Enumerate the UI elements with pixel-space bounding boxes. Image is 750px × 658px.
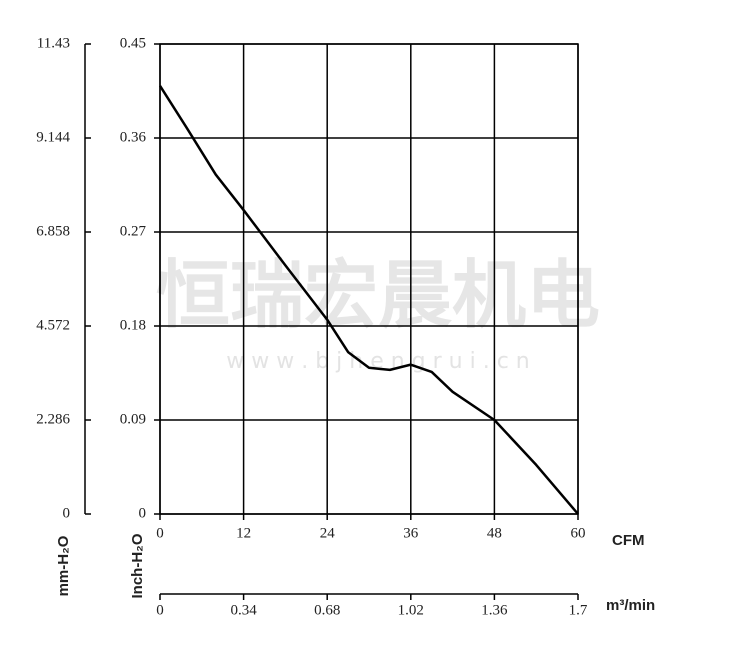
x2-tick-label: 1.02 (398, 602, 424, 618)
y-tick-label: 0.18 (120, 317, 146, 333)
x2-tick-label: 1.36 (481, 602, 508, 618)
y2-axis-title: mm-H₂O (55, 535, 72, 596)
y-tick-label: 0.36 (120, 129, 147, 145)
x-tick-label: 24 (320, 525, 336, 541)
watermark-url: w w w . b j h e n g r u i . c n (226, 349, 529, 374)
y-tick-label: 0.27 (120, 223, 147, 239)
x-tick-label: 36 (403, 525, 419, 541)
y2-tick-label: 6.858 (36, 223, 70, 239)
y-tick-label: 0.09 (120, 411, 146, 427)
x2-tick-label: 0 (156, 602, 164, 618)
y-tick-label: 0.45 (120, 35, 146, 51)
x-tick-label: 12 (236, 525, 251, 541)
y2-tick-label: 9.144 (36, 129, 70, 145)
curve (158, 85, 579, 515)
x2-tick-label: 0.68 (314, 602, 340, 618)
y2-tick-label: 11.43 (37, 35, 70, 51)
y2-tick-label: 2.286 (36, 411, 70, 427)
x2-tick-label: 1.7 (569, 602, 588, 618)
x-tick-label: 48 (487, 525, 502, 541)
y-axis-title: Inch-H₂O (129, 533, 146, 598)
x-tick-label: 60 (571, 525, 586, 541)
x-tick-label: 0 (156, 525, 164, 541)
y2-tick-label: 0 (63, 505, 71, 521)
x2-axis-title: m³/min (606, 597, 655, 614)
x2-tick-label: 0.34 (230, 602, 257, 618)
x-axis-title: CFM (612, 532, 645, 549)
y2-tick-label: 4.572 (36, 317, 70, 333)
watermark: 恒瑞宏晨机电 (156, 253, 600, 339)
y-tick-label: 0 (139, 505, 147, 521)
